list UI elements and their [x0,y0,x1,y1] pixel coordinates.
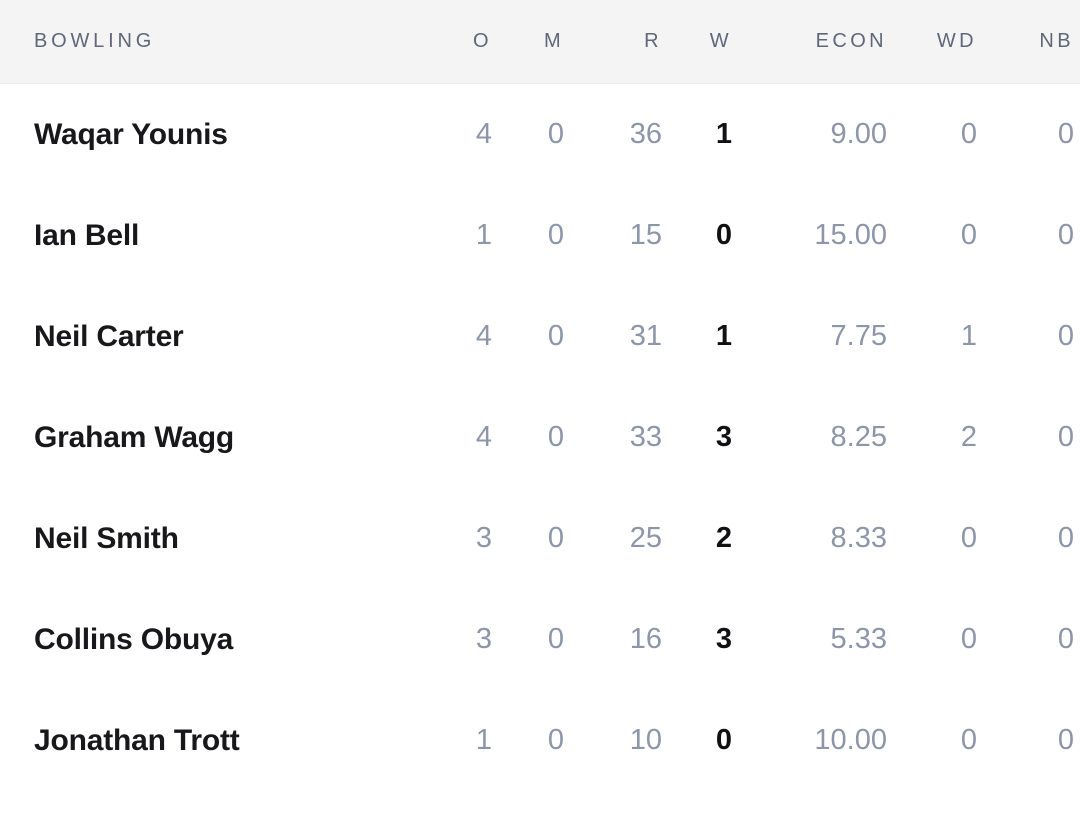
cell-noballs: 0 [1057,320,1074,352]
cell-wickets: 0 [715,724,732,756]
bowler-name[interactable]: Collins Obuya [34,622,234,656]
table-row[interactable]: Neil Carter 4 0 31 1 7.75 1 0 [0,286,1080,387]
cell-runs: 31 [629,320,662,352]
cell-maidens: 0 [547,623,564,655]
cell-overs: 3 [475,522,492,554]
cell-maidens: 0 [547,118,564,150]
table-row[interactable]: Graham Wagg 4 0 33 3 8.25 2 0 [0,387,1080,488]
cell-overs: 1 [475,724,492,756]
bowler-name[interactable]: Jonathan Trott [34,723,240,757]
table-row[interactable]: Neil Smith 3 0 25 2 8.33 0 0 [0,488,1080,589]
cell-wides: 1 [960,320,977,352]
cell-economy: 7.75 [830,320,887,352]
cell-runs: 10 [629,724,662,756]
cell-noballs: 0 [1057,219,1074,251]
cell-wickets: 0 [715,219,732,251]
cell-wickets: 3 [715,623,732,655]
cell-economy: 8.33 [830,522,887,554]
cell-wides: 0 [960,623,977,655]
table-row[interactable]: Waqar Younis 4 0 36 1 9.00 0 0 [0,84,1080,185]
table-header-row: BOWLING O M R W ECON WD NB [0,0,1080,84]
cell-overs: 4 [475,421,492,453]
cell-runs: 16 [629,623,662,655]
cell-noballs: 0 [1057,623,1074,655]
column-header-wickets: W [709,30,732,52]
cell-wides: 0 [960,118,977,150]
cell-noballs: 0 [1057,421,1074,453]
table-row[interactable]: Collins Obuya 3 0 16 3 5.33 0 0 [0,589,1080,690]
cell-wides: 0 [960,219,977,251]
table-body: Waqar Younis 4 0 36 1 9.00 0 0 Ian Bell 1 0 15 0 15.0… [0,84,1080,791]
cell-noballs: 0 [1057,118,1074,150]
cell-economy: 9.00 [830,118,887,150]
cell-wides: 0 [960,522,977,554]
bowler-name[interactable]: Neil Carter [34,319,184,353]
cell-maidens: 0 [547,421,564,453]
cell-maidens: 0 [547,219,564,251]
cell-wides: 0 [960,724,977,756]
cell-overs: 1 [475,219,492,251]
cell-economy: 15.00 [814,219,887,251]
cell-wickets: 1 [715,320,732,352]
cell-noballs: 0 [1057,522,1074,554]
cell-economy: 5.33 [830,623,887,655]
column-header-noballs: NB [1039,30,1074,52]
cell-economy: 10.00 [814,724,887,756]
cell-runs: 33 [629,421,662,453]
cell-maidens: 0 [547,724,564,756]
table-row[interactable]: Ian Bell 1 0 15 0 15.00 0 0 [0,185,1080,286]
table-row[interactable]: Jonathan Trott 1 0 10 0 10.00 0 0 [0,690,1080,791]
bowler-name[interactable]: Waqar Younis [34,117,228,151]
column-header-economy: ECON [815,30,887,52]
column-header-runs: R [644,30,662,52]
cell-maidens: 0 [547,522,564,554]
column-header-maidens: M [543,30,564,52]
bowler-name[interactable]: Graham Wagg [34,420,235,454]
cell-wides: 2 [960,421,977,453]
cell-runs: 25 [629,522,662,554]
bowler-name[interactable]: Ian Bell [34,218,140,252]
cell-runs: 15 [629,219,662,251]
cell-wickets: 1 [715,118,732,150]
cell-maidens: 0 [547,320,564,352]
cell-noballs: 0 [1057,724,1074,756]
column-header-overs: O [473,30,492,52]
cell-overs: 4 [475,118,492,150]
column-header-wides: WD [936,30,977,52]
cell-wickets: 2 [715,522,732,554]
cell-overs: 4 [475,320,492,352]
bowler-name[interactable]: Neil Smith [34,521,179,555]
cell-runs: 36 [629,118,662,150]
cell-overs: 3 [475,623,492,655]
cell-economy: 8.25 [830,421,887,453]
cell-wickets: 3 [715,421,732,453]
column-header-bowling: BOWLING [34,30,156,52]
